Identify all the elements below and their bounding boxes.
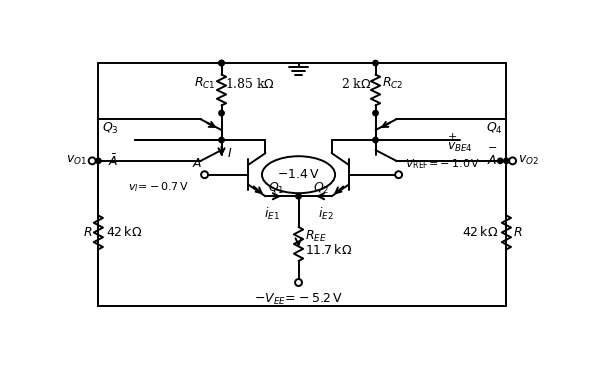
Text: $-$: $-$ [487,141,497,151]
Text: $-V_{EE}\!=\!-5.2\,\mathrm{V}$: $-V_{EE}\!=\!-5.2\,\mathrm{V}$ [254,292,343,307]
Text: $R_{C2}$: $R_{C2}$ [382,76,403,91]
Circle shape [88,157,96,164]
Text: $-1.4\,\mathrm{V}$: $-1.4\,\mathrm{V}$ [277,168,320,181]
Circle shape [504,158,509,164]
Text: $A$: $A$ [192,157,202,170]
Circle shape [373,137,378,143]
Circle shape [219,137,224,143]
Text: $R$: $R$ [513,226,522,239]
Circle shape [296,193,301,199]
Text: $i_{E1}$: $i_{E1}$ [264,205,280,222]
Text: $Q_1$: $Q_1$ [268,181,284,196]
Text: $v_I\!=\!-0.7\,\mathrm{V}$: $v_I\!=\!-0.7\,\mathrm{V}$ [128,180,189,194]
Text: $A$: $A$ [487,154,497,167]
Text: $R_{EE}$: $R_{EE}$ [304,229,326,244]
Text: $R$: $R$ [83,226,92,239]
Text: 1.85 k$\Omega$: 1.85 k$\Omega$ [225,77,276,91]
Text: $v_{BE4}$: $v_{BE4}$ [447,141,473,154]
Text: $v_{O2}$: $v_{O2}$ [518,154,539,168]
Text: $Q_2$: $Q_2$ [313,181,329,196]
Text: $i_{E2}$: $i_{E2}$ [317,205,333,222]
Circle shape [201,171,208,178]
Text: $42\,\mathrm{k}\Omega$: $42\,\mathrm{k}\Omega$ [463,226,499,239]
Circle shape [219,110,224,116]
Text: $42\,\mathrm{k}\Omega$: $42\,\mathrm{k}\Omega$ [106,226,142,239]
Circle shape [509,157,516,164]
Circle shape [395,171,402,178]
Text: $R_{C1}$: $R_{C1}$ [194,76,215,91]
Circle shape [219,60,224,66]
Circle shape [295,279,302,286]
Circle shape [373,110,378,116]
Text: $Q_3$: $Q_3$ [102,121,119,136]
Text: $\bar{A}$: $\bar{A}$ [107,153,118,169]
Circle shape [219,60,224,66]
Circle shape [373,60,378,66]
Text: 2 k$\Omega$: 2 k$\Omega$ [341,77,372,91]
Text: $+$: $+$ [447,131,457,142]
Text: $11.7\,\mathrm{k}\Omega$: $11.7\,\mathrm{k}\Omega$ [304,243,352,257]
Text: $V_{\mathrm{REF}}\!=\!-1.0\,\mathrm{V}$: $V_{\mathrm{REF}}\!=\!-1.0\,\mathrm{V}$ [405,157,480,171]
Text: $Q_4$: $Q_4$ [486,121,503,136]
Circle shape [96,158,101,164]
Text: $v_{O1}$: $v_{O1}$ [65,154,87,168]
Text: $I$: $I$ [227,147,232,160]
Circle shape [497,158,503,164]
